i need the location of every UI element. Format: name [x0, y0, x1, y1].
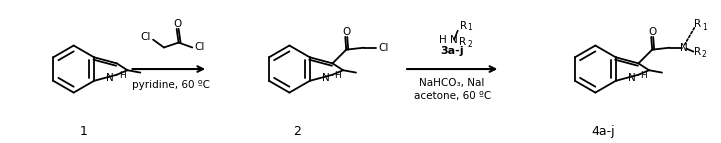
- Text: pyridine, 60 ºC: pyridine, 60 ºC: [132, 80, 210, 90]
- Text: O: O: [342, 27, 350, 37]
- Text: 1: 1: [467, 23, 472, 32]
- Text: O: O: [174, 19, 182, 29]
- Text: 3a-j: 3a-j: [441, 46, 464, 56]
- Text: O: O: [648, 27, 656, 37]
- Text: R: R: [694, 19, 701, 29]
- Text: N: N: [451, 35, 458, 45]
- Text: H: H: [438, 35, 446, 45]
- Text: 4a-j: 4a-j: [591, 125, 615, 138]
- Text: R: R: [459, 37, 466, 47]
- Text: Cl: Cl: [379, 43, 389, 53]
- Text: NaHCO₃, NaI: NaHCO₃, NaI: [420, 78, 485, 88]
- Text: N: N: [628, 73, 635, 83]
- Text: Cl: Cl: [140, 32, 151, 42]
- Text: R: R: [460, 21, 467, 31]
- Text: 1: 1: [79, 125, 87, 138]
- Text: 2: 2: [467, 40, 472, 49]
- Text: 2: 2: [293, 125, 301, 138]
- Text: N: N: [106, 73, 114, 83]
- Text: H: H: [335, 71, 341, 80]
- Text: N: N: [322, 73, 329, 83]
- Text: H: H: [640, 71, 647, 80]
- Text: R: R: [694, 47, 701, 57]
- Text: Cl: Cl: [194, 42, 204, 52]
- Text: N: N: [680, 43, 687, 53]
- Text: 2: 2: [702, 50, 707, 59]
- Text: H: H: [119, 71, 125, 80]
- Text: acetone, 60 ºC: acetone, 60 ºC: [414, 91, 491, 101]
- Text: 1: 1: [702, 23, 707, 32]
